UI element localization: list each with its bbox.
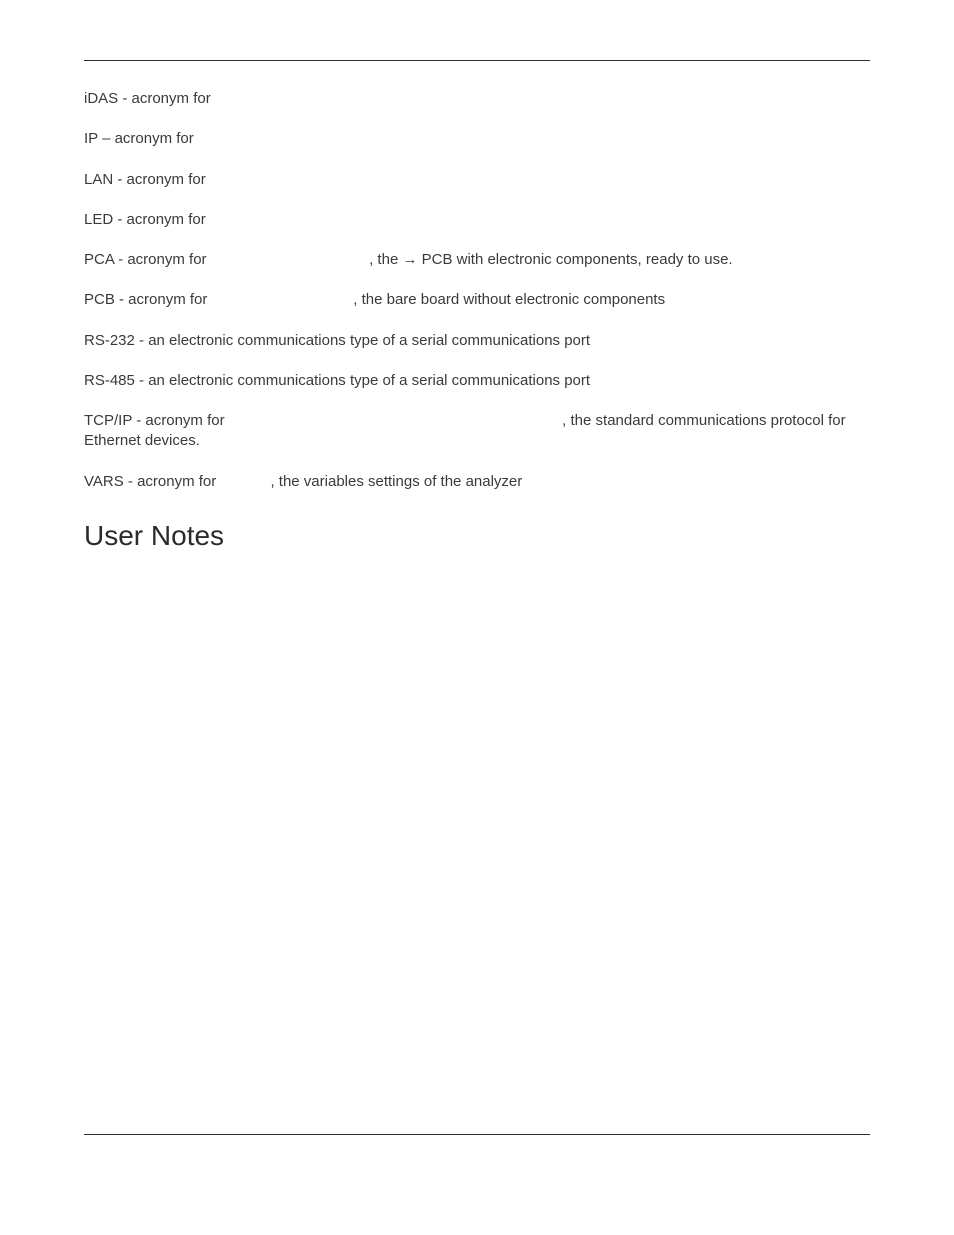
entry-text-after: , the variables settings of the analyzer: [270, 473, 522, 490]
entry-text-before: TCP/IP - acronym for: [84, 412, 225, 429]
entry-gap: [207, 251, 370, 268]
entry-text-before: PCB - acronym for: [84, 291, 207, 308]
glossary-entry-pca: PCA - acronym for , the → PCB with elect…: [84, 250, 870, 270]
entry-gap: [225, 412, 563, 429]
glossary-entry-idas: iDAS - acronym for: [84, 89, 870, 109]
entry-text: RS-485 - an electronic communications ty…: [84, 372, 590, 389]
glossary-entry-vars: VARS - acronym for , the variables setti…: [84, 472, 870, 492]
entry-text: RS-232 - an electronic communications ty…: [84, 332, 590, 349]
entry-text-after: , the bare board without electronic comp…: [353, 291, 665, 308]
user-notes-heading: User Notes: [84, 520, 870, 552]
entry-text-before: PCA - acronym for: [84, 251, 207, 268]
glossary-entry-led: LED - acronym for: [84, 210, 870, 230]
document-page: iDAS - acronym for IP – acronym for LAN …: [0, 0, 954, 1235]
glossary-entry-rs232: RS-232 - an electronic communications ty…: [84, 331, 870, 351]
entry-text: iDAS - acronym for: [84, 90, 211, 107]
glossary-entry-pcb: PCB - acronym for , the bare board witho…: [84, 290, 870, 310]
glossary-entry-lan: LAN - acronym for: [84, 170, 870, 190]
bottom-rule: [84, 1134, 870, 1135]
glossary-entry-rs485: RS-485 - an electronic communications ty…: [84, 371, 870, 391]
entry-text: LED - acronym for: [84, 211, 206, 228]
entry-text: IP – acronym for: [84, 130, 194, 147]
entry-gap: [216, 473, 270, 490]
top-rule: [84, 60, 870, 61]
glossary-entry-ip: IP – acronym for: [84, 129, 870, 149]
entry-text-after: , the → PCB with electronic components, …: [369, 251, 733, 268]
glossary-entry-tcpip: TCP/IP - acronym for , the standard comm…: [84, 411, 870, 452]
entry-text-before: VARS - acronym for: [84, 473, 216, 490]
entry-text: LAN - acronym for: [84, 171, 206, 188]
entry-gap: [207, 291, 353, 308]
